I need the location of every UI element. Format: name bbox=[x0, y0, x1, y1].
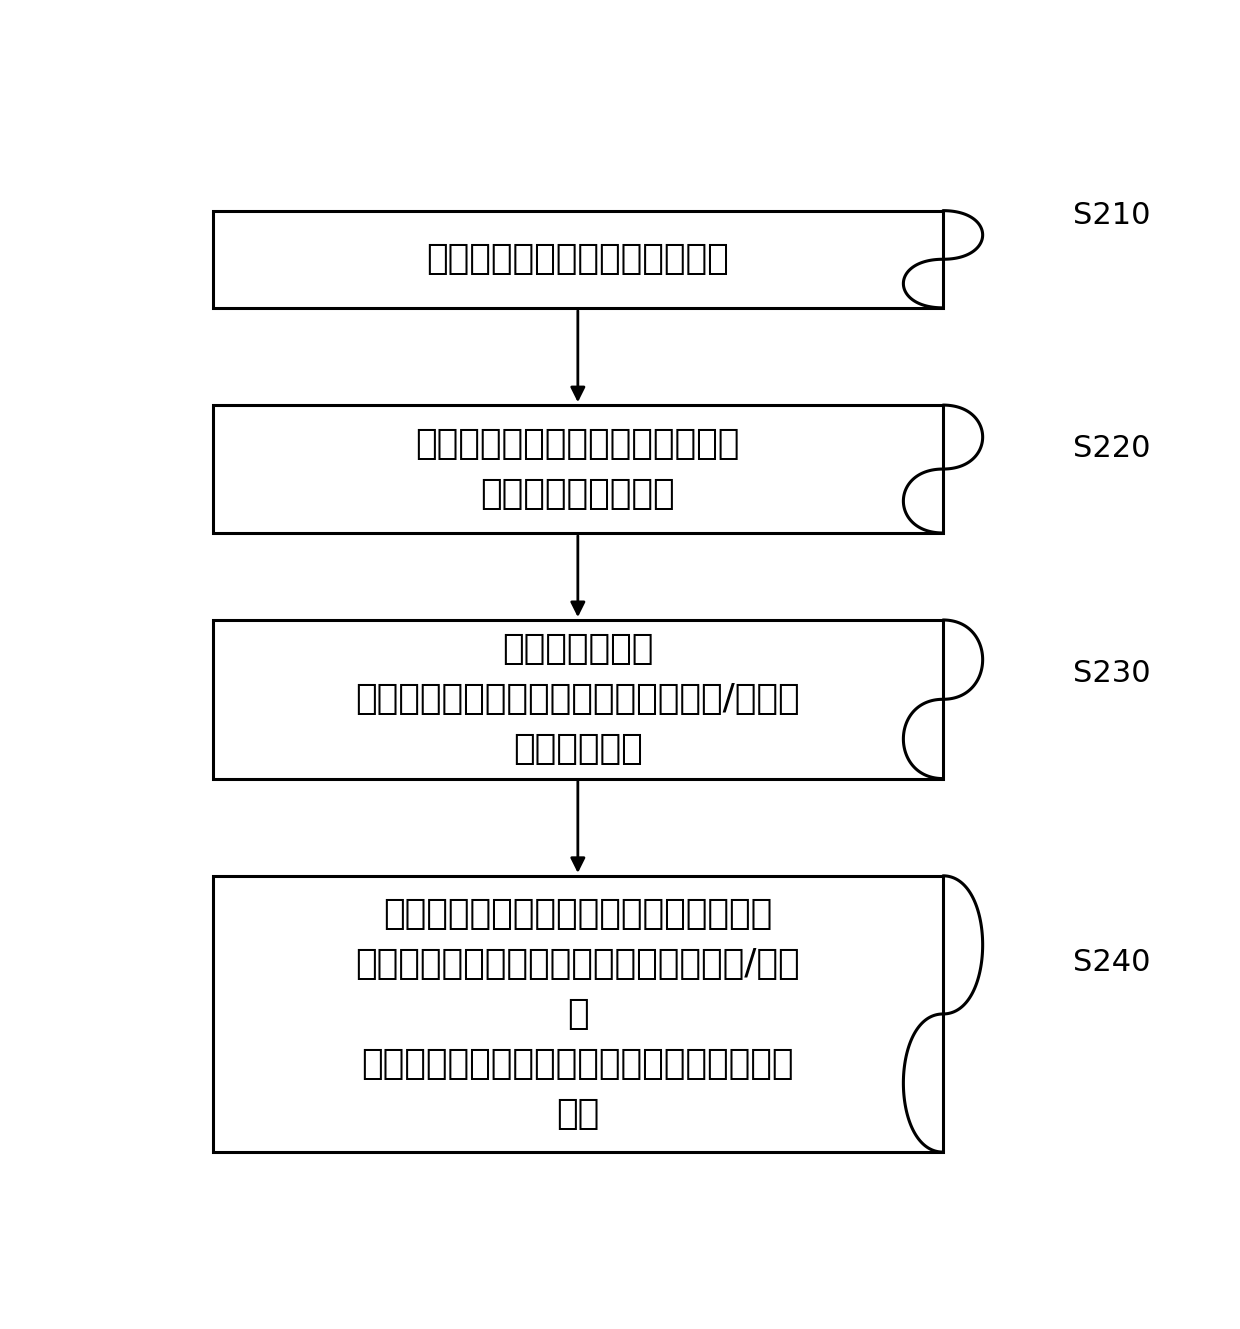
Text: 第一蓝牙设备进入蓝牙分组模式: 第一蓝牙设备进入蓝牙分组模式 bbox=[427, 242, 729, 276]
Bar bbox=[213, 876, 942, 1152]
Bar bbox=[213, 405, 942, 533]
Text: S220: S220 bbox=[1073, 433, 1151, 462]
Text: S210: S210 bbox=[1073, 201, 1151, 230]
Text: 第一蓝牙设备基于一预设广播模式
外发蓝牙分组广播包: 第一蓝牙设备基于一预设广播模式 外发蓝牙分组广播包 bbox=[415, 427, 740, 512]
Text: S230: S230 bbox=[1073, 659, 1151, 687]
Bar bbox=[213, 619, 942, 779]
Bar bbox=[213, 211, 942, 308]
Text: 当第一蓝牙设备在一预设扫描时长内未被
位于蓝牙连接范围内的智能设备扫描到和/或扫
描
第二蓝牙设备时，第一蓝牙设备退出蓝牙分组
模式: 当第一蓝牙设备在一预设扫描时长内未被 位于蓝牙连接范围内的智能设备扫描到和/或扫… bbox=[356, 897, 800, 1131]
Text: S240: S240 bbox=[1073, 949, 1151, 977]
Text: 第一蓝牙设备被
位于蓝牙连接范围内的智能设备扫描和/或扫描
第二蓝牙设备: 第一蓝牙设备被 位于蓝牙连接范围内的智能设备扫描和/或扫描 第二蓝牙设备 bbox=[356, 633, 800, 767]
